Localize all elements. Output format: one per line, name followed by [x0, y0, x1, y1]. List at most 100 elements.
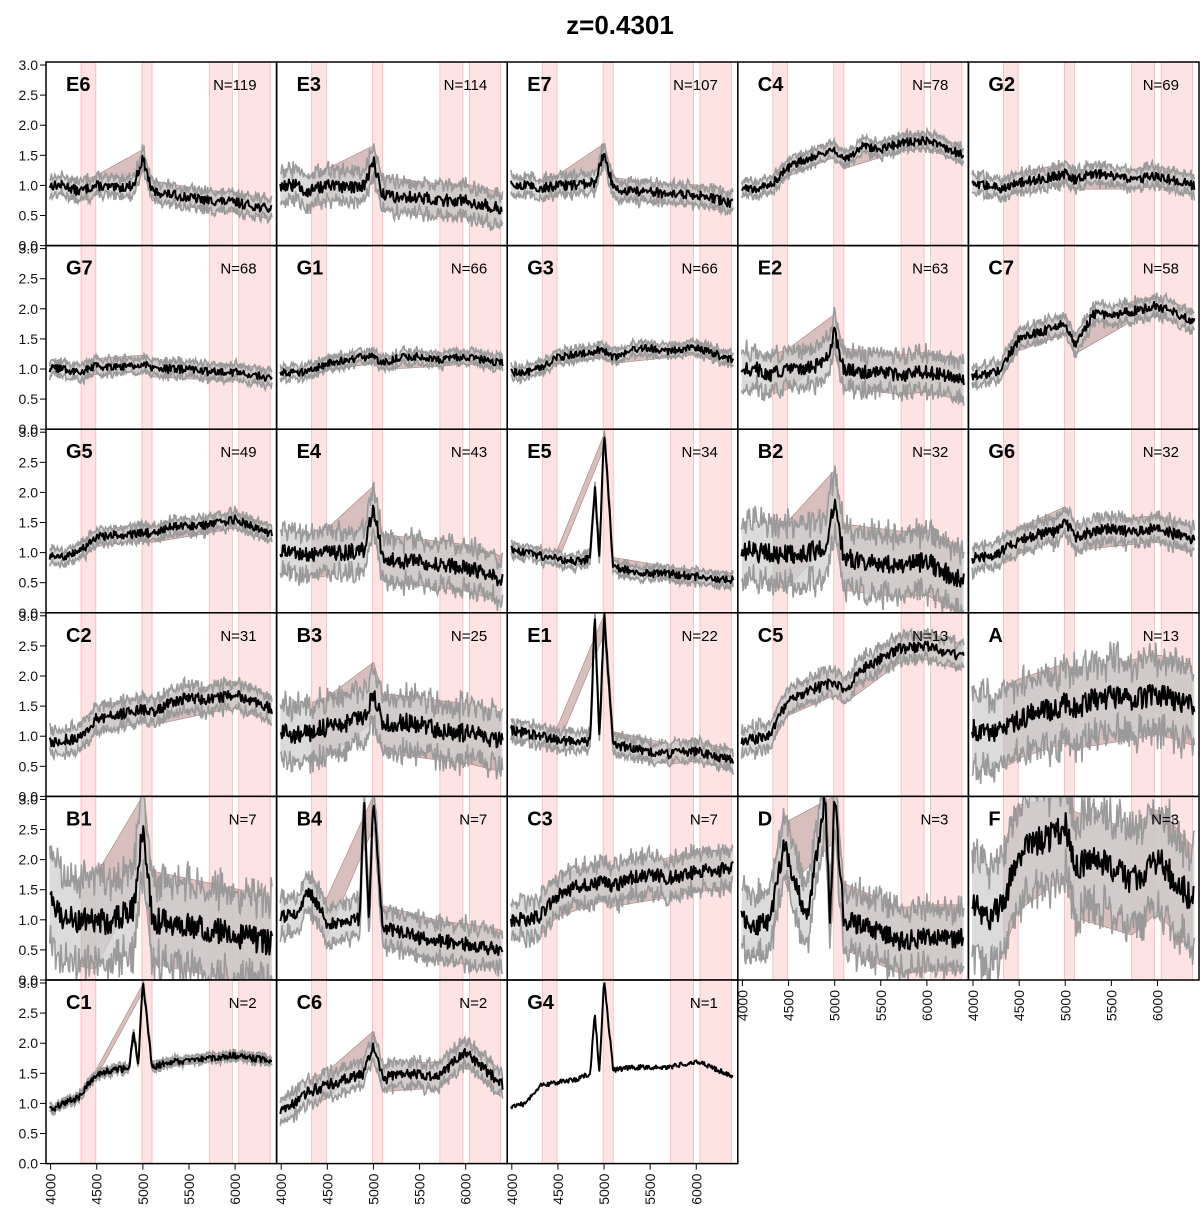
x-tick-label: 4500 [89, 1173, 105, 1204]
spread-upper [279, 663, 504, 723]
spread-band [510, 143, 734, 215]
spectrum-panel-C7: C7 N=58 [967, 244, 1200, 430]
y-tick-label: 0.0 [19, 605, 39, 621]
mean-spectrum [279, 1042, 504, 1115]
spectrum-panel-G4: G4 N=1 [506, 979, 739, 1165]
spectrum-panel-E7: E7 N=107 [506, 61, 739, 247]
x-tick-label: 5500 [1103, 990, 1119, 1021]
spectrum-panel-C6: C6 N=2 [275, 979, 508, 1165]
spread-band [972, 507, 1195, 579]
y-tick-label: 1.5 [19, 1065, 39, 1081]
spread-lower [279, 713, 504, 780]
spectrum-panel-C1: C1 N=2 [45, 979, 278, 1165]
spread-band [510, 432, 734, 591]
panel-count: N=69 [1143, 77, 1179, 94]
spread-band [741, 129, 964, 201]
spread-lower [48, 365, 273, 393]
y-tick-label: 0.0 [19, 421, 39, 437]
masked-band-2 [208, 980, 233, 1164]
spectrum-panel-B2: B2 N=32 [737, 428, 970, 614]
masked-band-1 [602, 612, 614, 797]
spectrum-panel-E2: E2 N=63 [737, 244, 970, 430]
y-tick-label: 1.5 [19, 882, 39, 898]
spread-lower [740, 822, 965, 981]
spread-upper [510, 432, 734, 579]
y-tick-label: 1.0 [19, 545, 39, 561]
y-tick-label: 3.0 [19, 57, 39, 73]
y-tick-label: 1.0 [19, 177, 39, 193]
x-tick-label: 6000 [227, 1173, 243, 1204]
mean-spectrum [509, 613, 735, 764]
spread-band [280, 796, 503, 977]
panel-label: G3 [527, 258, 554, 280]
y-tick-label: 1.5 [19, 515, 39, 531]
masked-band-1 [602, 429, 614, 613]
spectrum-panel-G5: G5 N=49 [45, 428, 278, 614]
panel-count: N=7 [690, 811, 718, 828]
spread-band [741, 796, 964, 980]
masked-band-1 [372, 796, 384, 981]
spread-upper [510, 843, 734, 915]
panel-count: N=49 [220, 444, 256, 461]
spread-lower [740, 341, 965, 406]
masked-band-0 [541, 245, 558, 430]
masked-band-3 [699, 245, 732, 430]
spread-lower [48, 163, 273, 225]
panel-count: N=13 [912, 628, 948, 645]
spread-lower [48, 519, 273, 570]
panel-label: E1 [527, 625, 551, 647]
panel-label: A [988, 625, 1002, 647]
mean-spectrum [510, 436, 735, 585]
y-tick-label: 2.0 [19, 1035, 39, 1051]
spread-lower [971, 847, 1196, 981]
mean-spectrum [510, 343, 735, 377]
panel-label: C3 [527, 808, 553, 830]
panel-count: N=25 [451, 628, 487, 645]
masked-band-2 [670, 429, 694, 613]
spread-band [280, 1031, 503, 1126]
spread-upper [510, 336, 734, 373]
panel-count: N=31 [220, 628, 256, 645]
spread-band [49, 676, 272, 760]
panel-count: N=66 [682, 261, 718, 278]
x-tick-label: 5500 [181, 1173, 197, 1204]
y-tick-label: 1.0 [19, 361, 39, 377]
x-tick-label: 4000 [273, 1173, 289, 1204]
masked-band-2 [1131, 245, 1156, 430]
spread-upper [971, 158, 1196, 186]
y-tick-label: 0.0 [19, 972, 39, 988]
spectrum-panel-B1: B1 N=7 [45, 795, 278, 981]
panel-frame [967, 795, 1200, 981]
panel-label: C2 [66, 625, 92, 647]
x-tick-label: 4000 [504, 1173, 520, 1204]
masked-band-0 [1003, 62, 1019, 246]
spectrum-panel-E5: E5 N=34 [506, 428, 739, 614]
spread-upper [971, 291, 1195, 373]
mean-spectrum [279, 801, 504, 956]
y-tick-label: 1.0 [19, 1095, 39, 1111]
figure-title: z=0.4301 [566, 10, 674, 40]
y-tick-label: 1.5 [19, 147, 39, 163]
spread-lower [48, 698, 273, 762]
spread-lower [510, 348, 734, 386]
x-tick-label: 5000 [135, 1173, 151, 1204]
panel-label: G1 [297, 258, 324, 280]
x-tick-label: 4500 [550, 1173, 566, 1204]
panel-label: G6 [988, 441, 1015, 463]
spectrum-panel-E6: E6 N=119 [45, 61, 278, 247]
spread-upper [49, 505, 273, 556]
masked-band-2 [439, 245, 464, 430]
spectrum-panel-B4: B4 N=7 [275, 795, 508, 981]
mean-spectrum [48, 154, 273, 213]
spread-upper [279, 796, 504, 940]
y-tick-label: 0.0 [19, 1156, 39, 1172]
mean-spectrum [971, 168, 1196, 194]
panel-count: N=3 [920, 811, 948, 828]
spread-band [280, 483, 503, 611]
y-tick-label: 2.0 [19, 668, 39, 684]
y-tick-label: 0.0 [19, 238, 39, 254]
y-tick-label: 1.5 [19, 331, 39, 347]
spectrum-panel-G7: G7 N=68 [45, 244, 278, 430]
spectrum-panel-E1: E1 N=22 [506, 612, 739, 798]
